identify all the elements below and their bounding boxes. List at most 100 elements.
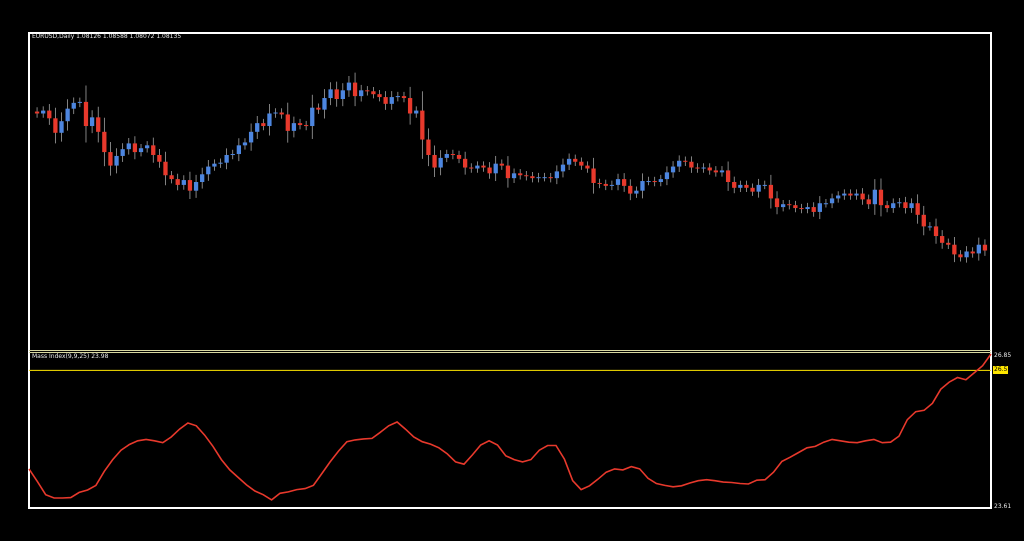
indicator-scale-max-label: 26.85 (994, 352, 1012, 359)
candle-body-bull (634, 190, 639, 194)
candle-body-bull (206, 166, 211, 175)
candle-body-bear (163, 161, 168, 176)
candle-body-bull (560, 164, 566, 172)
candle-body-bull (346, 82, 352, 91)
candle-body-bear (481, 165, 486, 168)
candle-body-bull (536, 177, 541, 179)
candle-body-bear (297, 123, 303, 126)
candle-body-bull (609, 184, 615, 186)
candle-body-bull (395, 96, 401, 98)
candle-body-bear (628, 185, 633, 194)
candle-body-bear (884, 205, 890, 209)
candle-body-bull (248, 131, 254, 143)
candle-body-bull (242, 142, 248, 146)
candle-body-bull (310, 107, 315, 127)
candle-body-bear (933, 226, 939, 237)
candle-body-bull (511, 173, 517, 179)
candle-body-bear (151, 145, 156, 155)
candle-body-bear (939, 236, 945, 243)
candle-body-bear (316, 107, 321, 110)
symbol-info-label: EURUSD,Daily 1.08126 1.08588 1.08072 1.0… (32, 33, 182, 40)
candle-body-bear (744, 184, 749, 188)
candle-body-bear (732, 182, 737, 188)
candle-body-bear (518, 173, 523, 176)
candle-body-bull (89, 117, 95, 127)
candle-body-bull (658, 179, 663, 183)
candle-body-bear (371, 91, 376, 95)
candle-body-bull (71, 102, 76, 109)
candle-body-bull (854, 193, 859, 196)
candle-body-bear (707, 167, 712, 171)
candle-body-bear (683, 160, 688, 162)
candle-body-bull (701, 167, 706, 169)
candle-body-bear (334, 89, 339, 100)
candle-body-bull (897, 202, 902, 204)
candle-body-bear (279, 112, 284, 115)
candle-body-bear (689, 161, 694, 168)
candle-body-bear (725, 170, 731, 183)
candle-body-bull (738, 184, 743, 188)
candle-body-bear (487, 167, 492, 174)
candle-body-bear (652, 181, 657, 183)
candle-body-bull (805, 207, 810, 210)
candle-body-bear (83, 101, 89, 127)
candle-body-bear (285, 114, 290, 131)
candle-body-bull (126, 143, 131, 150)
candle-body-bull (817, 203, 822, 212)
candle-body-bear (793, 205, 798, 209)
candle-body-bear (548, 177, 553, 179)
candle-body-bull (230, 154, 235, 156)
candle-body-bull (200, 174, 205, 183)
candle-body-bear (811, 207, 816, 212)
candle-body-bear (903, 202, 908, 209)
candle-body-bull (41, 110, 46, 114)
candle-body-bear (787, 204, 792, 206)
candle-body-bear (505, 165, 511, 179)
candle-body-bear (401, 96, 407, 99)
candle-body-bear (524, 175, 529, 177)
candle-body-bear (420, 110, 425, 140)
candle-body-bull (664, 172, 670, 180)
candle-body-bear (573, 158, 578, 162)
candle-body-bear (261, 123, 266, 127)
candle-body-bull (138, 148, 144, 153)
candle-body-bear (157, 154, 162, 162)
candle-body-bear (952, 244, 957, 255)
candle-body-bear (34, 111, 40, 114)
candle-body-bear (450, 154, 456, 156)
candle-body-bull (719, 170, 725, 173)
candle-body-bull (964, 251, 969, 258)
candle-body-bull (224, 154, 229, 163)
candle-body-bear (695, 167, 700, 169)
candle-body-bull (444, 154, 449, 158)
candle-body-bull (762, 184, 767, 186)
candle-body-bear (499, 163, 504, 166)
candle-body-bull (475, 165, 480, 169)
candle-body-bear (53, 118, 58, 133)
candle-body-bear (603, 183, 608, 186)
candle-body-bear (530, 176, 535, 179)
candle-body-bear (860, 193, 865, 200)
candle-body-bear (921, 214, 926, 227)
candle-body-bull (677, 160, 682, 167)
candle-body-bear (187, 180, 193, 191)
candle-body-bull (615, 179, 621, 185)
candle-body-bull (193, 182, 199, 191)
candle-body-bull (181, 180, 186, 185)
candle-body-bear (591, 168, 596, 183)
candle-body-bear (946, 242, 951, 245)
candle-body-bear (750, 187, 755, 192)
candle-body-bull (359, 90, 364, 97)
candlestick-series (34, 72, 988, 263)
candle-body-bull (842, 193, 847, 196)
candle-body-bull (823, 203, 829, 205)
candle-body-bear (462, 158, 468, 168)
candle-body-bear (365, 90, 370, 92)
candle-body-bear (426, 139, 431, 155)
candle-body-bull (267, 113, 272, 127)
candle-body-bull (322, 98, 327, 110)
candle-body-bear (377, 94, 382, 98)
candle-body-bull (144, 145, 150, 149)
level-price-tag[interactable]: 26.5 (993, 366, 1009, 375)
